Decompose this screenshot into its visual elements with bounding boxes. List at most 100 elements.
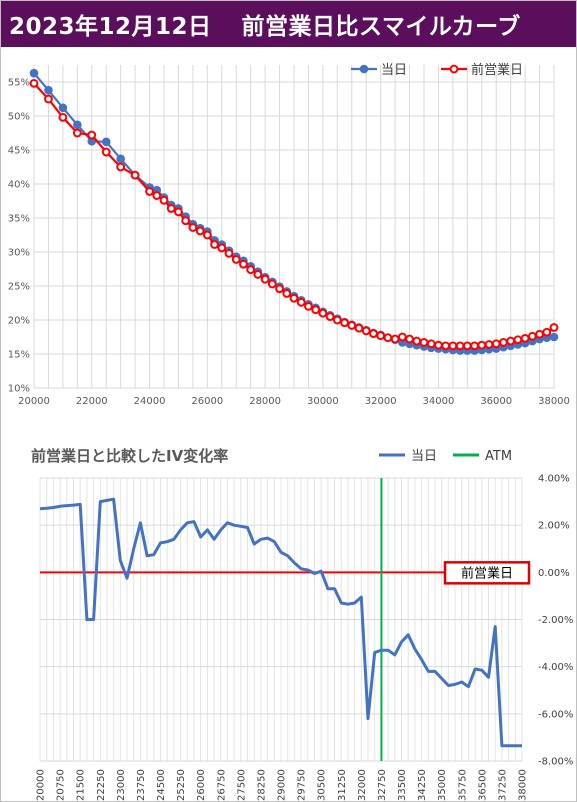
x-tick-label: 28250 (256, 769, 267, 801)
prev-point (325, 312, 335, 322)
x-tick-label: 23000 (116, 769, 127, 801)
prev-point (101, 147, 111, 157)
x-tick-label: 32000 (357, 769, 368, 801)
x-tick-label: 28000 (249, 396, 281, 407)
today-point (29, 68, 39, 78)
prev-point (202, 230, 212, 240)
title-text: 前営業日比スマイルカーブ (241, 14, 521, 40)
prev-point (116, 162, 126, 172)
legend-label: 前営業日 (471, 62, 523, 78)
x-tick-label: 35000 (437, 769, 448, 801)
prev-point (152, 191, 162, 200)
prev-point (217, 243, 227, 253)
prev-point (246, 265, 256, 275)
x-tick-label: 26000 (191, 396, 223, 407)
x-tick-label: 32000 (365, 396, 397, 407)
prev-point (477, 340, 487, 350)
prev-point (376, 331, 386, 341)
today-point (549, 332, 559, 342)
x-tick-label: 34000 (423, 396, 455, 407)
prev-point (130, 170, 140, 180)
iv-change-chart: 前営業日と比較したIV変化率 4.00% 2.00% 0.00% -2.00% -4.00… (31, 447, 573, 801)
prev-point (455, 341, 465, 351)
legend-marker (449, 64, 459, 74)
prev-point (390, 334, 400, 344)
y-tick-label: -2.00% (538, 615, 573, 626)
x-tick-label: 31250 (337, 769, 348, 801)
prev-point (462, 341, 472, 351)
y-tick-label: 55% (8, 78, 30, 89)
prev-point (224, 248, 234, 258)
y-tick-label: -4.00% (538, 662, 573, 673)
x-tick-label: 24000 (134, 396, 166, 407)
today-point (73, 120, 82, 130)
prev-point (253, 270, 263, 279)
y-tick-label: 30% (8, 248, 30, 259)
prev-point (267, 279, 277, 289)
y-tick-label: 2.00% (538, 521, 570, 532)
x-tick-label: 21500 (76, 769, 87, 801)
prev-point (513, 335, 523, 345)
y-tick-label: 15% (8, 350, 30, 361)
x-tick-label: 25250 (176, 769, 187, 801)
prev-point (289, 293, 299, 303)
prev-point (470, 341, 479, 351)
prev-point (383, 333, 393, 343)
prev-point (159, 195, 169, 205)
prev-point (506, 336, 516, 346)
x-tick-label: 22000 (76, 396, 108, 407)
prev-point (434, 340, 443, 350)
x-tick-label: 33500 (397, 769, 408, 801)
prev-point (347, 321, 357, 330)
today-point (101, 137, 111, 147)
prev-point (174, 207, 183, 217)
legend-marker (359, 64, 369, 74)
y-tick-label: 25% (8, 282, 30, 293)
y-tick-label: 35% (8, 214, 30, 225)
prev-point (405, 334, 414, 344)
x-tick-label: 37250 (497, 769, 508, 801)
today-point (58, 103, 68, 113)
y-tick-label: -8.00% (538, 757, 573, 768)
prev-point (527, 331, 537, 341)
prev-point (72, 128, 82, 138)
prev-point (484, 340, 494, 349)
x-tick-label: 29000 (277, 769, 288, 801)
prev-point (239, 259, 248, 269)
prev-point (166, 204, 176, 213)
x-tick-label: 27500 (236, 769, 247, 801)
legend-label: 当日 (381, 63, 407, 78)
prev-point (195, 226, 205, 236)
prev-point (275, 284, 284, 294)
prev-point (311, 305, 321, 315)
x-tick-label: 20000 (36, 769, 47, 801)
prev-point (296, 297, 306, 307)
x-tick-label: 29750 (297, 769, 308, 801)
x-tick-label: 20000 (18, 396, 50, 407)
x-tick-label: 36000 (480, 396, 512, 407)
prev-point (397, 332, 407, 342)
prev-point (441, 341, 451, 351)
y-tick-label: 20% (8, 316, 30, 327)
x-tick-label: 23750 (136, 769, 147, 801)
prev-point (520, 333, 530, 343)
y-tick-label: -6.00% (538, 709, 573, 720)
x-tick-label: 20750 (56, 769, 67, 801)
prev-point (318, 308, 328, 318)
prev-point (210, 240, 219, 249)
prev-point (426, 339, 436, 349)
prev-point (499, 338, 508, 347)
prev-point (361, 326, 371, 336)
prev-day-annotation: 前営業日 (461, 565, 513, 581)
x-tick-label: 34250 (417, 769, 428, 801)
prev-point (340, 318, 349, 328)
x-tick-label: 38000 (518, 769, 529, 801)
x-tick-label: 32750 (377, 769, 388, 801)
prev-point (419, 338, 429, 347)
prev-point (29, 78, 39, 88)
x-tick-label: 24500 (156, 769, 167, 801)
prev-point (44, 94, 53, 104)
x-tick-label: 36500 (477, 769, 488, 801)
chart-title: 前営業日と比較したIV変化率 (31, 447, 228, 465)
prev-point (260, 274, 270, 284)
